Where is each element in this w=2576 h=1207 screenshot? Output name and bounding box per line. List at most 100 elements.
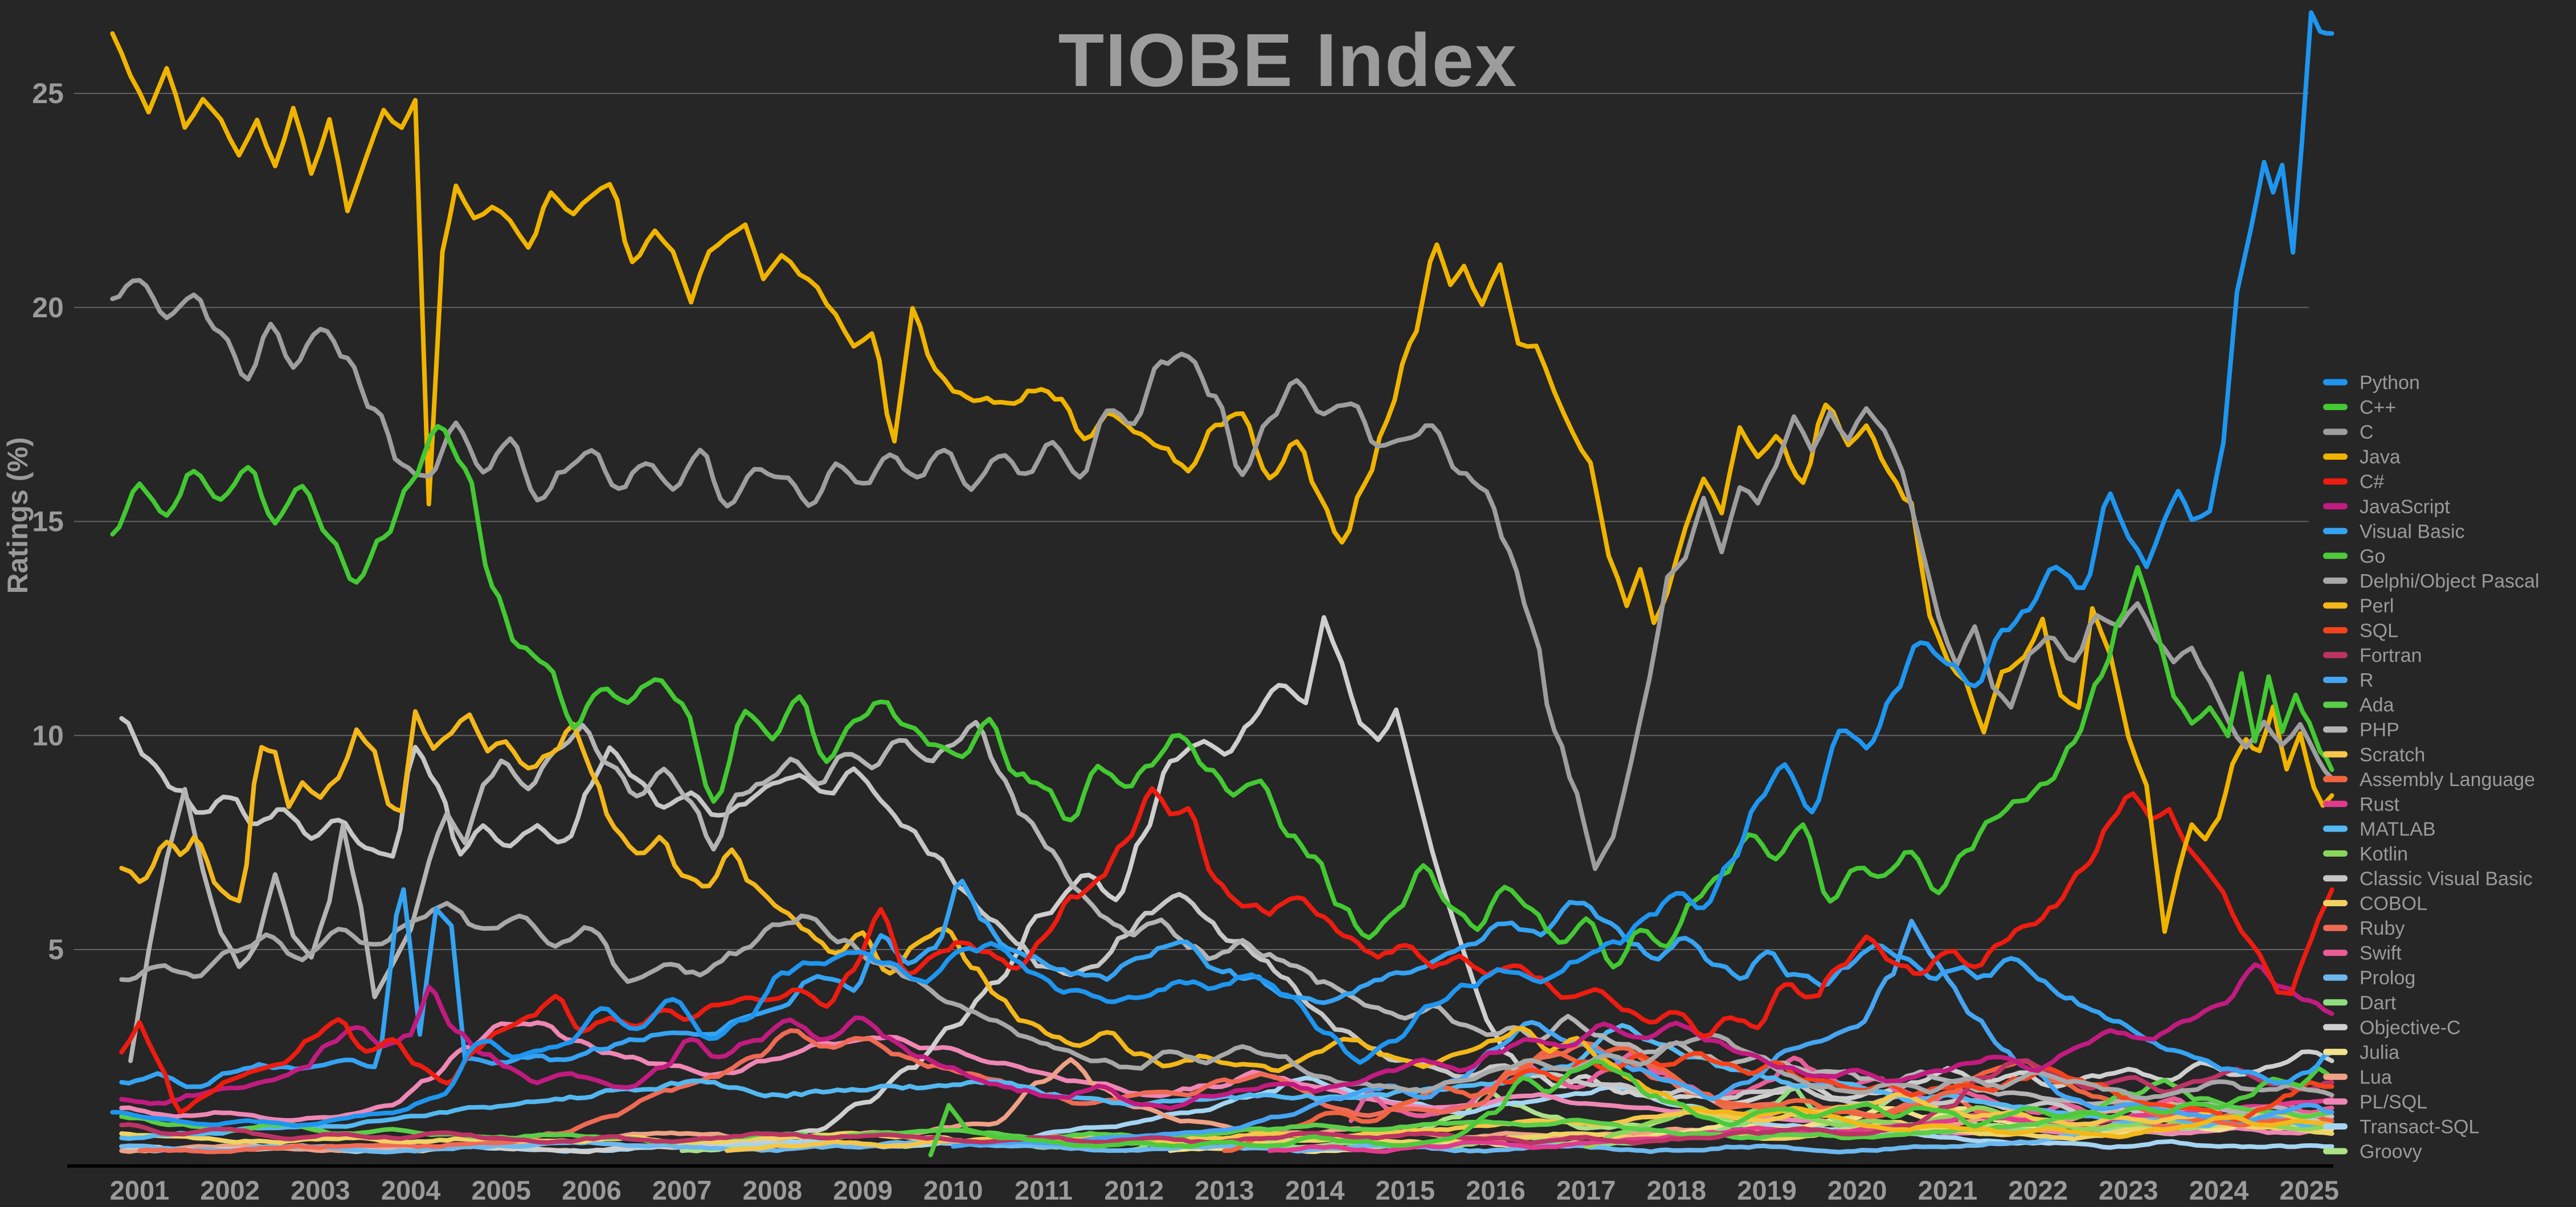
legend-label-go: Go: [2360, 546, 2385, 567]
legend-item-julia[interactable]: Julia: [2323, 1042, 2399, 1063]
legend-item-sql[interactable]: SQL: [2323, 620, 2398, 642]
x-tick-2016: 2016: [1466, 1175, 1526, 1205]
legend-label-pl-sql: PL/SQL: [2360, 1091, 2427, 1113]
legend-item-kotlin[interactable]: Kotlin: [2323, 843, 2408, 865]
legend-label-dart: Dart: [2360, 992, 2397, 1014]
legend-swatch-kotlin: [2323, 850, 2348, 857]
x-tick-2014: 2014: [1285, 1175, 1345, 1205]
x-tick-2023: 2023: [2099, 1175, 2158, 1205]
legend-swatch-c: [2323, 428, 2348, 435]
x-tick-2011: 2011: [1015, 1175, 1073, 1205]
legend-item-assembly-language[interactable]: Assembly Language: [2323, 769, 2535, 791]
legend-item-r[interactable]: R: [2323, 670, 2374, 692]
legend-label-r: R: [2360, 670, 2374, 692]
x-tick-2017: 2017: [1556, 1175, 1616, 1205]
legend-item-groovy[interactable]: Groovy: [2323, 1141, 2422, 1163]
y-tick-15: 15: [32, 506, 64, 538]
legend-item-objective-c[interactable]: Objective-C: [2323, 1017, 2461, 1038]
legend-item-scratch[interactable]: Scratch: [2323, 744, 2425, 766]
legend-label-c: C++: [2360, 397, 2396, 419]
legend-item-cobol[interactable]: COBOL: [2323, 893, 2427, 915]
legend-label-visual-basic: Visual Basic: [2360, 521, 2465, 542]
legend-item-classic-visual-basic[interactable]: Classic Visual Basic: [2323, 868, 2533, 890]
series-line-r: [951, 919, 2334, 1149]
series-line-go: [928, 1058, 2334, 1157]
legend-swatch-pl-sql: [2323, 1098, 2348, 1105]
legend-item-python[interactable]: Python: [2323, 372, 2420, 394]
legend-item-c[interactable]: C++: [2323, 397, 2396, 419]
legend-label-sql: SQL: [2360, 620, 2398, 642]
legend-item-ruby[interactable]: Ruby: [2323, 918, 2405, 939]
series-line-delphi-object-pascal: [119, 901, 2334, 1101]
legend-swatch-delphi-object-pascal: [2323, 577, 2348, 584]
series-line-prolog: [119, 1108, 2334, 1155]
x-tick-2001: 2001: [110, 1175, 170, 1205]
legend-swatch-objective-c: [2323, 1024, 2348, 1030]
legend-swatch-rust: [2323, 800, 2348, 807]
legend-item-pl-sql[interactable]: PL/SQL: [2323, 1091, 2427, 1113]
legend-label-cobol: COBOL: [2360, 893, 2427, 915]
legend-swatch-classic-visual-basic: [2323, 875, 2348, 882]
legend-item-javascript[interactable]: JavaScript: [2323, 496, 2450, 518]
x-tick-2025: 2025: [2280, 1175, 2340, 1205]
legend-swatch-visual-basic: [2323, 527, 2348, 534]
x-tick-2013: 2013: [1195, 1175, 1254, 1205]
legend-swatch-scratch: [2323, 751, 2348, 758]
legend-swatch-r: [2323, 677, 2348, 684]
legend-swatch-swift: [2323, 950, 2348, 956]
x-tick-2020: 2020: [1827, 1175, 1887, 1205]
y-tick-20: 20: [32, 292, 64, 324]
legend-label-javascript: JavaScript: [2360, 496, 2450, 518]
legend-item-perl[interactable]: Perl: [2323, 595, 2394, 617]
legend-swatch-c: [2323, 404, 2348, 410]
legend-label-swift: Swift: [2360, 943, 2402, 964]
series-line-javascript: [119, 962, 2334, 1111]
legend-swatch-go: [2323, 553, 2348, 559]
legend-item-dart[interactable]: Dart: [2323, 992, 2397, 1014]
legend-swatch-dart: [2323, 999, 2348, 1006]
x-tick-2012: 2012: [1104, 1175, 1164, 1205]
legend: Python C++ C Java C# JavaScript Visual Basic Go…: [2323, 372, 2540, 1163]
series-line-c: [119, 786, 2334, 1115]
legend-swatch-ruby: [2323, 924, 2348, 931]
x-tick-2003: 2003: [291, 1175, 350, 1205]
legend-item-php[interactable]: PHP: [2323, 719, 2399, 741]
legend-item-c[interactable]: C#: [2323, 471, 2385, 493]
legend-item-transact-sql[interactable]: Transact-SQL: [2323, 1116, 2479, 1138]
legend-item-matlab[interactable]: MATLAB: [2323, 819, 2436, 840]
legend-swatch-perl: [2323, 602, 2348, 609]
legend-item-fortran[interactable]: Fortran: [2323, 645, 2422, 666]
legend-item-java[interactable]: Java: [2323, 447, 2401, 468]
legend-item-lua[interactable]: Lua: [2323, 1066, 2392, 1088]
series-line-perl: [119, 709, 2334, 1139]
legend-label-php: PHP: [2360, 719, 2399, 741]
legend-label-classic-visual-basic: Classic Visual Basic: [2360, 868, 2533, 890]
gridlines: [74, 93, 2309, 950]
legend-item-c[interactable]: C: [2323, 422, 2374, 443]
legend-swatch-groovy: [2323, 1148, 2348, 1155]
legend-swatch-ada: [2323, 701, 2348, 708]
chart-title: TIOBE Index: [1058, 18, 1518, 102]
y-axis-title: Ratings (%): [2, 437, 34, 594]
legend-item-go[interactable]: Go: [2323, 546, 2385, 567]
series-line-classic-visual-basic: [119, 716, 2334, 1124]
x-tick-2002: 2002: [200, 1175, 260, 1205]
x-tick-2019: 2019: [1737, 1175, 1797, 1205]
legend-label-julia: Julia: [2360, 1042, 2399, 1063]
legend-label-c: C: [2360, 422, 2374, 443]
legend-item-delphi-object-pascal[interactable]: Delphi/Object Pascal: [2323, 570, 2540, 592]
x-tick-2022: 2022: [2008, 1175, 2068, 1205]
legend-item-rust[interactable]: Rust: [2323, 793, 2399, 815]
legend-swatch-matlab: [2323, 825, 2348, 832]
legend-label-lua: Lua: [2360, 1066, 2392, 1088]
legend-item-swift[interactable]: Swift: [2323, 943, 2402, 964]
x-tick-2024: 2024: [2189, 1175, 2249, 1205]
legend-item-visual-basic[interactable]: Visual Basic: [2323, 521, 2465, 542]
legend-label-transact-sql: Transact-SQL: [2360, 1116, 2479, 1138]
legend-swatch-lua: [2323, 1073, 2348, 1080]
legend-item-ada[interactable]: Ada: [2323, 694, 2394, 716]
legend-label-c: C#: [2360, 471, 2385, 493]
legend-item-prolog[interactable]: Prolog: [2323, 967, 2415, 989]
